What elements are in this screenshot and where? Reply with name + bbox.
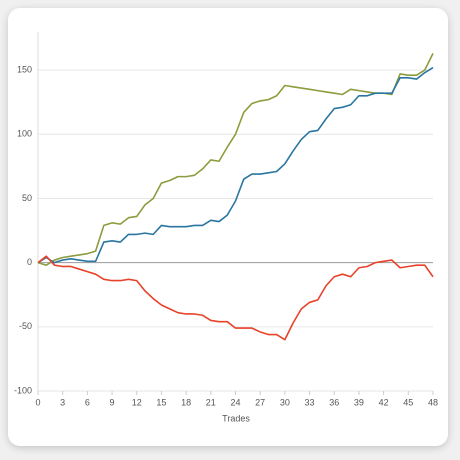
x-tick-label: 42 — [379, 397, 389, 407]
x-tick-label: 36 — [329, 397, 339, 407]
x-tick-label: 45 — [403, 397, 413, 407]
series-line — [37, 255, 434, 341]
x-tick-label: 33 — [305, 397, 315, 407]
y-tick-label: 50 — [22, 193, 32, 203]
x-tick-label: 39 — [354, 397, 364, 407]
x-tick-label: 12 — [132, 397, 142, 407]
series-line — [37, 66, 434, 264]
x-axis-label: Trades — [222, 413, 250, 423]
y-tick-label: 150 — [17, 64, 32, 74]
x-tick-label: 6 — [85, 397, 90, 407]
y-tick-label: -100 — [14, 385, 32, 395]
x-tick-label: 0 — [35, 397, 40, 407]
x-tick-label: 27 — [255, 397, 265, 407]
y-tick-label: -50 — [19, 321, 32, 331]
y-tick-label: 100 — [17, 129, 32, 139]
y-tick-label: 0 — [27, 257, 32, 267]
x-tick-label: 30 — [280, 397, 290, 407]
x-tick-label: 18 — [181, 397, 191, 407]
x-tick-label: 21 — [206, 397, 216, 407]
card — [8, 8, 448, 446]
series-line — [37, 53, 434, 267]
x-tick-label: 24 — [230, 397, 240, 407]
x-tick-label: 9 — [110, 397, 115, 407]
x-tick-label: 15 — [156, 397, 166, 407]
x-tick-label: 3 — [60, 397, 65, 407]
x-tick-label: 48 — [428, 397, 438, 407]
